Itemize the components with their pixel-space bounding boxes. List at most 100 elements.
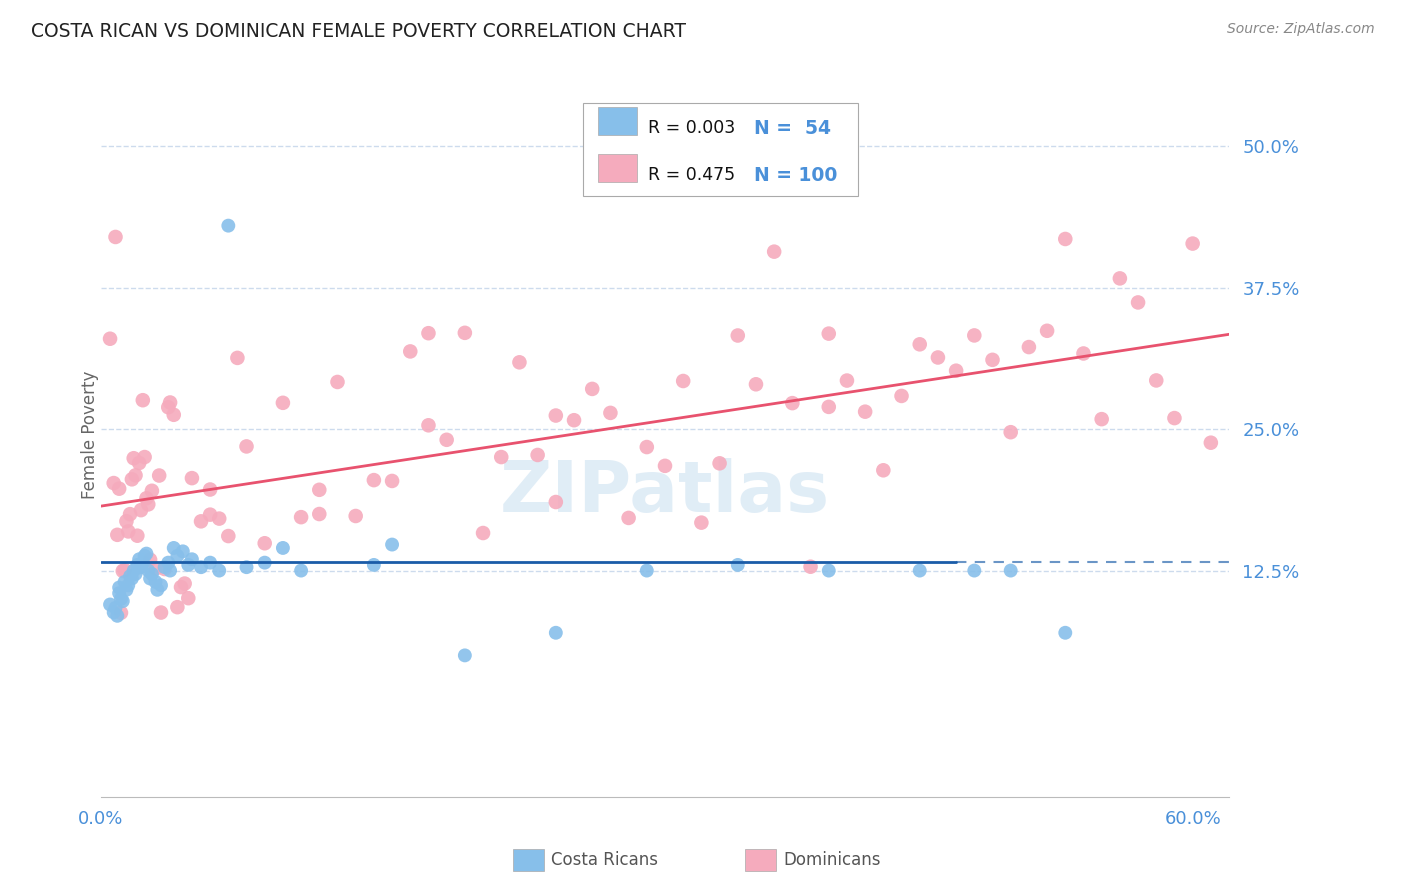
Point: [253, 536, 276, 550]
Point: [150, 578, 173, 592]
Point: [363, 558, 385, 572]
Point: [763, 244, 786, 259]
Point: [132, 556, 155, 570]
Point: [544, 625, 567, 640]
Point: [122, 564, 145, 578]
Point: [208, 564, 231, 578]
Point: [129, 560, 152, 574]
Point: [136, 497, 159, 511]
Point: [141, 566, 163, 581]
Point: [290, 510, 312, 524]
Point: [139, 572, 162, 586]
Point: [110, 606, 132, 620]
Point: [1199, 435, 1222, 450]
Point: [544, 495, 567, 509]
Point: [308, 483, 330, 497]
Point: [636, 564, 658, 578]
Point: [198, 508, 221, 522]
Point: [217, 219, 239, 233]
Point: [177, 591, 200, 606]
Point: [117, 578, 139, 592]
Point: [198, 483, 221, 497]
Point: [139, 552, 162, 566]
Point: [1000, 564, 1022, 578]
Point: [290, 564, 312, 578]
Text: Source: ZipAtlas.com: Source: ZipAtlas.com: [1227, 22, 1375, 37]
Point: [190, 514, 212, 528]
Point: [963, 328, 986, 343]
Point: [363, 473, 385, 487]
Point: [271, 541, 294, 555]
Point: [617, 511, 640, 525]
Point: [963, 564, 986, 578]
Point: [326, 375, 349, 389]
Point: [163, 541, 186, 555]
Point: [135, 491, 157, 506]
Point: [115, 514, 138, 528]
Point: [253, 556, 276, 570]
Point: [817, 564, 839, 578]
Point: [454, 326, 477, 340]
Point: [454, 648, 477, 663]
Point: [115, 582, 138, 597]
Point: [1036, 324, 1059, 338]
Point: [198, 556, 221, 570]
Point: [908, 337, 931, 351]
Point: [581, 382, 603, 396]
Point: [526, 448, 548, 462]
Point: [399, 344, 422, 359]
Point: [727, 139, 749, 153]
Point: [120, 507, 142, 521]
Point: [124, 566, 146, 581]
Point: [111, 564, 134, 578]
Point: [853, 405, 876, 419]
Point: [150, 606, 173, 620]
Point: [508, 355, 530, 369]
Point: [872, 463, 894, 477]
Point: [127, 558, 149, 572]
Point: [128, 552, 150, 566]
Point: [271, 396, 294, 410]
Point: [134, 549, 156, 563]
Point: [491, 450, 513, 464]
Point: [181, 552, 204, 566]
Text: COSTA RICAN VS DOMINICAN FEMALE POVERTY CORRELATION CHART: COSTA RICAN VS DOMINICAN FEMALE POVERTY …: [31, 22, 686, 41]
Point: [157, 556, 180, 570]
Point: [117, 524, 139, 539]
Point: [166, 549, 188, 563]
Point: [436, 433, 458, 447]
Point: [235, 560, 257, 574]
Point: [1163, 411, 1185, 425]
Text: N =  54: N = 54: [754, 119, 831, 138]
Point: [166, 600, 188, 615]
Point: [217, 529, 239, 543]
Point: [1018, 340, 1040, 354]
Point: [114, 563, 136, 577]
Point: [381, 474, 404, 488]
Point: [173, 576, 195, 591]
Point: [709, 456, 731, 470]
Text: Costa Ricans: Costa Ricans: [551, 851, 658, 869]
Point: [544, 409, 567, 423]
Point: [782, 396, 804, 410]
Point: [562, 413, 585, 427]
Point: [890, 389, 912, 403]
Point: [148, 468, 170, 483]
Point: [690, 516, 713, 530]
Point: [945, 364, 967, 378]
Point: [121, 572, 143, 586]
Text: ZIPatlas: ZIPatlas: [501, 458, 830, 527]
Point: [163, 408, 186, 422]
Text: R = 0.003: R = 0.003: [648, 120, 735, 137]
Point: [472, 526, 495, 541]
Point: [103, 476, 125, 491]
Point: [124, 468, 146, 483]
Point: [418, 418, 440, 433]
Text: N = 100: N = 100: [754, 166, 837, 185]
Point: [114, 574, 136, 589]
Point: [190, 560, 212, 574]
Point: [181, 471, 204, 485]
Point: [1073, 346, 1095, 360]
Point: [129, 503, 152, 517]
Point: [672, 374, 695, 388]
